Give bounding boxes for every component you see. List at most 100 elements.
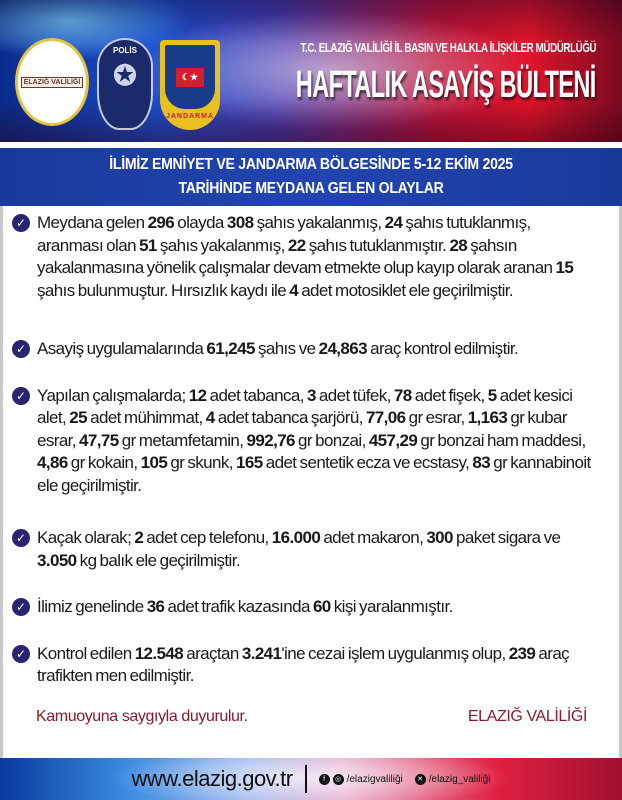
police-star-icon: ✪ bbox=[113, 60, 137, 91]
text-segment: adet tabanca, bbox=[206, 385, 307, 405]
valilik-logo-text: ELAZIĞ VALİLİĞİ bbox=[20, 76, 84, 88]
text-segment: adet tüfek, bbox=[315, 385, 394, 405]
highlighted-number: 12.548 bbox=[134, 643, 184, 663]
text-segment: İlimiz genelinde bbox=[37, 597, 147, 616]
text-segment: adet sentetik ecza ve ecstasy, bbox=[262, 453, 473, 472]
highlighted-number: 308 bbox=[226, 213, 254, 232]
jandarma-logo-text: JANDARMA bbox=[165, 113, 215, 120]
text-segment: gr bonzai, bbox=[294, 430, 369, 450]
highlighted-number: 47,75 bbox=[79, 430, 119, 450]
text-segment: 'ine cezai işlem uygulanmış olup, bbox=[281, 643, 509, 663]
highlighted-number: 60 bbox=[312, 597, 331, 616]
highlighted-number: 24 bbox=[384, 213, 403, 232]
highlighted-number: 992,76 bbox=[246, 430, 296, 450]
highlighted-number: 12 bbox=[188, 385, 207, 405]
section-heading: İLİMİZ EMNİYET VE JANDARMA BÖLGESİNDE 5-… bbox=[0, 148, 622, 206]
highlighted-number: 165 bbox=[236, 453, 263, 472]
highlighted-number: 15 bbox=[555, 258, 574, 277]
text-segment: gr bonzai ham maddesi, bbox=[417, 430, 586, 450]
highlighted-number: 28 bbox=[449, 235, 468, 255]
text-segment: Asayiş uygulamalarında bbox=[37, 339, 207, 358]
social-handle-1: /elazigvaliliği bbox=[346, 773, 403, 785]
heading-line-1: İLİMİZ EMNİYET VE JANDARMA BÖLGESİNDE 5-… bbox=[109, 156, 513, 173]
highlighted-number: 51 bbox=[139, 235, 157, 255]
bulletin-item: ✓ Kontrol edilen 12.548 araçtan 3.241'ine… bbox=[12, 643, 597, 688]
highlighted-number: 83 bbox=[472, 453, 491, 472]
text-segment: Yapılan çalışmalarda; bbox=[37, 385, 189, 405]
text-segment: Meydana gelen bbox=[37, 213, 148, 232]
bulletin-text: Kontrol edilen 12.548 araçtan 3.241'ine … bbox=[37, 643, 597, 688]
social-x[interactable]: ✕/elazig_valiliği bbox=[414, 773, 491, 785]
social-facebook-instagram[interactable]: f ◎/elazigvaliliği bbox=[318, 773, 403, 785]
bulletin-body: ✓ Meydana gelen 296 olayda 308 şahıs yaka… bbox=[0, 206, 622, 758]
highlighted-number: 239 bbox=[508, 643, 536, 663]
heading-line-2: TARİHİNDE MEYDANA GELEN OLAYLAR bbox=[178, 180, 444, 197]
crescent-star-icon: ☾★ bbox=[175, 67, 205, 87]
text-segment: şahıs tutuklanmıştır. bbox=[305, 235, 450, 255]
website-link[interactable]: www.elazig.gov.tr bbox=[131, 766, 294, 791]
text-segment: Kaçak olarak; bbox=[37, 528, 135, 547]
highlighted-number: 457,29 bbox=[368, 430, 418, 450]
text-segment: gr metamfetamin, bbox=[118, 430, 247, 450]
highlighted-number: 24,863 bbox=[318, 339, 368, 358]
text-segment: adet tabanca şarjörü, bbox=[214, 408, 366, 427]
highlighted-number: 296 bbox=[147, 213, 175, 232]
header-subtitle: T.C. ELAZIĞ VALİLİĞİ İL BASIN VE HALKLA … bbox=[300, 40, 596, 55]
closing: Kamuoyuna saygıyla duyurulur. ELAZIĞ VAL… bbox=[36, 708, 587, 726]
text-segment: araç kontrol edilmiştir. bbox=[367, 339, 519, 358]
text-segment: adet mühimmat, bbox=[86, 408, 206, 427]
check-icon: ✓ bbox=[12, 340, 30, 358]
bulletin-item: ✓ Kaçak olarak; 2 adet cep telefonu, 16.0… bbox=[12, 527, 597, 572]
footer: www.elazig.gov.tr f ◎/elazigvaliliği ✕/el… bbox=[0, 758, 622, 800]
highlighted-number: 105 bbox=[140, 453, 168, 472]
bulletin-item: ✓ Yapılan çalışmalarda; 12 adet tabanca, … bbox=[12, 385, 597, 498]
bulletin-item: ✓ Meydana gelen 296 olayda 308 şahıs yaka… bbox=[12, 212, 597, 302]
highlighted-number: 4 bbox=[289, 280, 299, 300]
highlighted-number: 16.000 bbox=[271, 528, 321, 547]
page-title: HAFTALIK ASAYİŞ BÜLTENİ bbox=[296, 64, 597, 106]
text-segment: şahsın yakalanmasına yönelik çalışmalar … bbox=[37, 235, 556, 278]
check-icon: ✓ bbox=[12, 214, 30, 232]
check-icon: ✓ bbox=[12, 598, 30, 616]
bulletin-text: Asayiş uygulamalarında 61,245 şahıs ve 2… bbox=[37, 338, 597, 361]
text-segment: adet motosiklet ele geçirilmiştir. bbox=[298, 280, 514, 300]
highlighted-number: 5 bbox=[487, 385, 497, 405]
text-segment: gr kannabinoit ele geçirilmiştir. bbox=[37, 453, 591, 495]
text-segment: araçtan bbox=[183, 643, 242, 663]
highlighted-number: 78 bbox=[393, 385, 412, 405]
closing-note: Kamuoyuna saygıyla duyurulur. bbox=[36, 707, 248, 725]
highlighted-number: 25 bbox=[69, 408, 87, 427]
highlighted-number: 22 bbox=[287, 235, 306, 255]
text-segment: Kontrol edilen bbox=[37, 643, 135, 663]
bulletin-item: ✓ Asayiş uygulamalarında 61,245 şahıs ve … bbox=[12, 338, 597, 361]
polis-logo: POLİS ✪ bbox=[97, 38, 153, 130]
highlighted-number: 77,06 bbox=[365, 408, 406, 427]
text-segment: kişi yaralanmıştır. bbox=[330, 597, 454, 616]
jandarma-logo: ☾★ JANDARMA bbox=[160, 40, 220, 130]
text-segment: adet cep telefonu, bbox=[143, 528, 272, 547]
bulletin-text: Kaçak olarak; 2 adet cep telefonu, 16.00… bbox=[37, 527, 597, 572]
highlighted-number: 36 bbox=[146, 597, 165, 616]
text-segment: adet makaron, bbox=[320, 528, 427, 547]
text-segment: araç trafikten men edilmiştir. bbox=[37, 643, 570, 686]
bulletin-text: Meydana gelen 296 olayda 308 şahıs yakal… bbox=[37, 212, 597, 302]
text-segment: şahıs ve bbox=[254, 339, 319, 358]
text-segment: adet kesici alet, bbox=[37, 385, 573, 428]
elazig-valiligi-logo: ELAZIĞ VALİLİĞİ bbox=[15, 38, 89, 126]
highlighted-number: 3 bbox=[306, 385, 316, 405]
check-icon: ✓ bbox=[12, 529, 30, 547]
divider bbox=[304, 765, 307, 793]
polis-logo-text: POLİS bbox=[112, 46, 137, 55]
text-segment: şahıs yakalanmış, bbox=[156, 235, 288, 255]
text-segment: adet fişek, bbox=[411, 385, 488, 405]
x-icon: ✕ bbox=[414, 773, 426, 785]
jandarma-emblem: ☾★ bbox=[165, 45, 215, 109]
highlighted-number: 4 bbox=[205, 408, 215, 427]
text-segment: kg balık ele geçirilmiştir. bbox=[76, 550, 241, 570]
text-segment: paket sigara ve bbox=[452, 528, 561, 547]
social-handle-2: /elazig_valiliği bbox=[428, 773, 491, 785]
text-segment: şahıs yakalanmış, bbox=[253, 213, 385, 232]
bulletin-item: ✓ İlimiz genelinde 36 adet trafik kazasın… bbox=[12, 596, 597, 619]
text-segment: şahıs bulunmuştur. Hırsızlık kaydı ile bbox=[37, 280, 290, 300]
highlighted-number: 300 bbox=[426, 528, 453, 547]
